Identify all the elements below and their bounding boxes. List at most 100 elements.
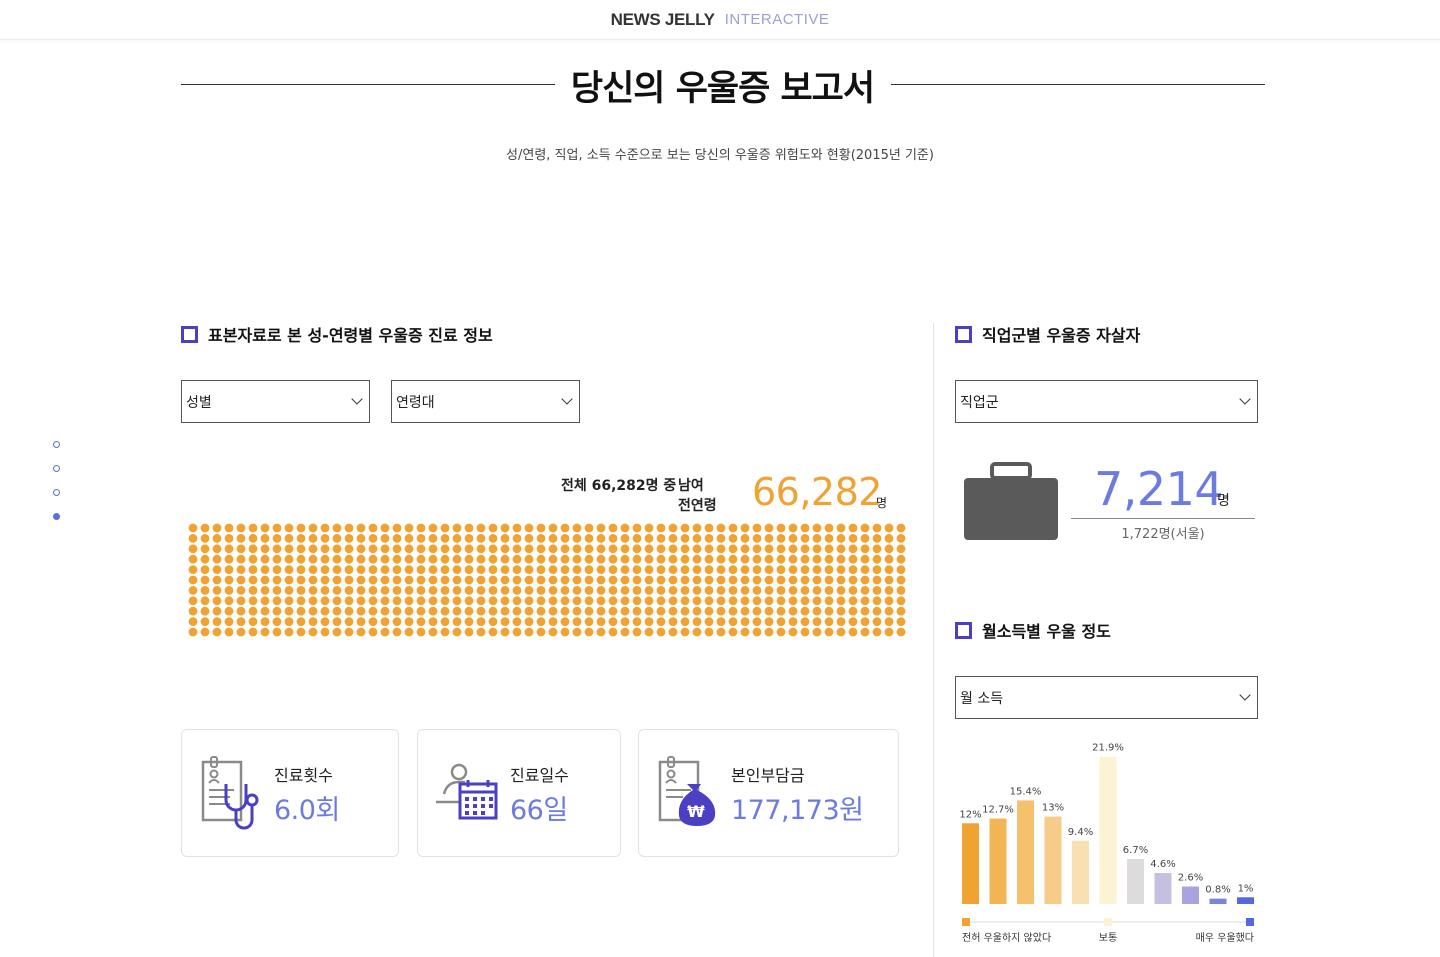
patient-dot [524, 565, 534, 574]
patient-dot [812, 534, 822, 543]
patient-dot [344, 544, 354, 554]
income-bar[interactable] [1044, 816, 1062, 904]
patient-dot [680, 523, 690, 533]
chevron-down-icon [1239, 689, 1251, 701]
patient-dot [452, 627, 462, 637]
patient-dot [704, 565, 714, 574]
patient-dot [632, 596, 642, 606]
income-bar-label: 6.7% [1123, 845, 1148, 856]
patient-dot [344, 586, 354, 595]
patient-dot [644, 617, 654, 626]
patient-dot [248, 554, 258, 564]
patient-dot [692, 617, 702, 626]
patient-dot [824, 596, 834, 606]
patient-dot [212, 606, 222, 616]
income-bar[interactable] [962, 823, 979, 904]
patient-dot [344, 575, 354, 585]
scale-label-right: 매우 우울했다 [1196, 931, 1254, 944]
income-bar[interactable] [989, 818, 1007, 904]
side-nav-dot-3[interactable] [53, 489, 60, 496]
patient-dot [632, 586, 642, 595]
patient-dot [740, 554, 750, 564]
patient-dot [380, 544, 390, 554]
patient-dot [320, 596, 330, 606]
patient-dot [296, 606, 306, 616]
patient-dot [452, 554, 462, 564]
patient-dot [500, 596, 510, 606]
age-select[interactable]: 연령대 [391, 380, 580, 423]
patient-dot [656, 586, 666, 595]
patient-dot [320, 617, 330, 626]
patient-dot [308, 627, 318, 637]
patient-dot [368, 596, 378, 606]
patient-dot [512, 586, 522, 595]
patient-dot [716, 554, 726, 564]
income-bar[interactable] [1072, 840, 1089, 904]
patient-dot [500, 565, 510, 574]
patient-dot [224, 627, 234, 637]
patient-dot [560, 575, 570, 585]
patient-dot [404, 575, 414, 585]
patient-dot [776, 544, 786, 554]
income-bar[interactable] [1127, 858, 1144, 904]
card-visit-count-value: 6.0회 [274, 795, 340, 826]
income-bar[interactable] [1209, 898, 1227, 904]
patient-dot [296, 565, 306, 574]
job-select[interactable]: 직업군 [955, 380, 1258, 423]
patient-dot [656, 554, 666, 564]
patient-dot [536, 596, 546, 606]
patient-dot [860, 617, 870, 626]
patient-dot [872, 565, 882, 574]
patient-dot [560, 523, 570, 533]
income-bar[interactable] [1099, 756, 1117, 904]
patient-dot [848, 534, 858, 543]
income-bar[interactable] [1017, 800, 1034, 904]
patient-dot [488, 534, 498, 543]
patient-dot [212, 575, 222, 585]
patient-dot [392, 534, 402, 543]
patient-dot [680, 565, 690, 574]
patient-dot [440, 565, 450, 574]
patient-dot [236, 627, 246, 637]
job-section-title: 직업군별 우울증 자살자 [982, 326, 1141, 345]
filter-sex-label: 남여 [678, 478, 704, 494]
patient-dot [776, 617, 786, 626]
patient-dot [344, 554, 354, 564]
income-bar[interactable] [1154, 873, 1172, 904]
sex-select[interactable]: 성별 [181, 380, 370, 423]
patient-dot [188, 575, 198, 585]
side-nav-dot-1[interactable] [53, 441, 60, 448]
side-nav-dot-2[interactable] [53, 465, 60, 472]
brand-sub-label: INTERACTIVE [724, 11, 830, 28]
patient-dot [728, 523, 738, 533]
patient-dot [548, 575, 558, 585]
patient-dot [416, 534, 426, 543]
patient-dot [680, 627, 690, 637]
patient-dot [872, 596, 882, 606]
patient-dot [812, 544, 822, 554]
patient-dot [788, 523, 798, 533]
patient-dot [848, 575, 858, 585]
patient-dot [608, 575, 618, 585]
patient-dot [356, 627, 366, 637]
patient-dot [248, 627, 258, 637]
side-nav-dot-4[interactable] [53, 513, 60, 520]
income-select[interactable]: 월 소득 [955, 676, 1258, 719]
patient-dot [704, 544, 714, 554]
income-bar[interactable] [1237, 897, 1254, 904]
patient-dot [212, 534, 222, 543]
card-visit-days: 진료일수 66일 [417, 729, 621, 857]
patient-dot [284, 554, 294, 564]
patient-dot [860, 544, 870, 554]
patient-dot [896, 523, 906, 533]
patient-dot [620, 606, 630, 616]
patient-dot [548, 586, 558, 595]
patient-dot [584, 565, 594, 574]
brand-logo[interactable]: NEWS JELLY [610, 9, 715, 29]
patient-dot [800, 586, 810, 595]
patient-dot [656, 544, 666, 554]
patient-dot [608, 596, 618, 606]
income-bar[interactable] [1182, 886, 1199, 904]
patient-dot [860, 627, 870, 637]
patient-dot [416, 554, 426, 564]
